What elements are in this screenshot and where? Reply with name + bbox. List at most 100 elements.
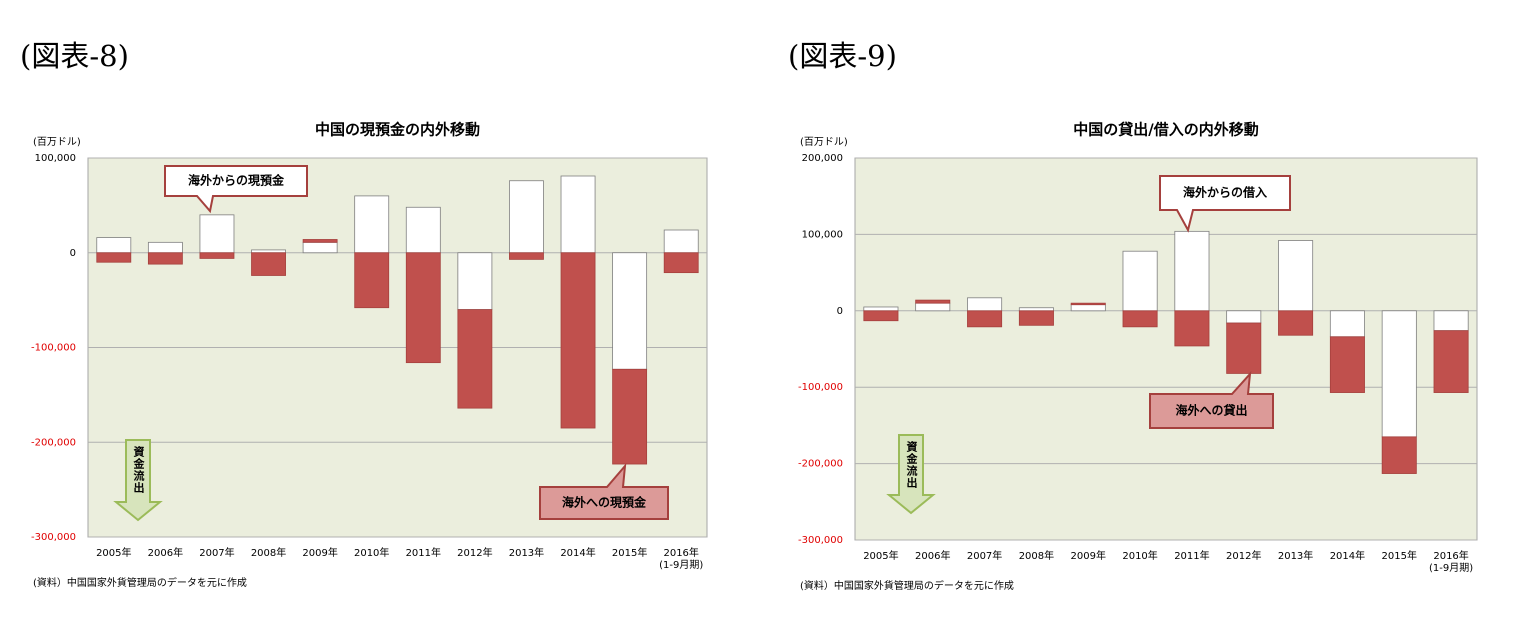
- x-tick-label: 2010年: [354, 546, 389, 559]
- bar-segment: [560, 252, 596, 429]
- callout-label: 海外への現預金: [562, 495, 647, 510]
- bar-segment: [457, 309, 493, 409]
- arrow-label: 資金流出: [132, 445, 146, 494]
- y-tick-label: 0: [837, 306, 843, 317]
- arrow-label: 資金流出: [905, 440, 919, 489]
- y-tick-label: -300,000: [798, 535, 843, 546]
- bar-segment: [612, 368, 648, 465]
- bar-segment: [560, 175, 596, 254]
- chart-title: 中国の貸出/借入の内外移動: [1073, 121, 1258, 139]
- y-tick-label: 100,000: [35, 153, 76, 164]
- bar-segment: [863, 306, 899, 312]
- x-tick-label: 2006年: [915, 549, 950, 562]
- source: (資料）中国国家外貨管理局のデータを元に作成: [33, 576, 247, 589]
- callout: [164, 165, 308, 214]
- y-tick-label: -200,000: [798, 459, 843, 470]
- x-tick-label: 2006年: [148, 546, 183, 559]
- x-tick-label: 2016年: [1433, 549, 1468, 562]
- y-tick-label: 100,000: [802, 229, 843, 240]
- outflow-arrow: [113, 439, 163, 522]
- chart-title: 中国の現預金の内外移動: [315, 121, 480, 139]
- heading: (図表-9): [788, 39, 897, 73]
- bar-segment: [1381, 436, 1417, 474]
- x-tick-label: 2005年: [96, 546, 131, 559]
- bar-segment: [405, 252, 441, 364]
- bar-segment: [967, 297, 1003, 312]
- bar-segment: [663, 252, 699, 274]
- bar-segment: [1278, 240, 1314, 312]
- x-tick-label: 2014年: [560, 546, 595, 559]
- x-tick-label: 2015年: [612, 546, 647, 559]
- bar-segment: [1226, 322, 1262, 374]
- bar-segment: [1018, 310, 1054, 326]
- heading: (図表-8): [20, 39, 129, 73]
- callout-label: 海外からの現預金: [188, 173, 285, 188]
- bar-segment: [1070, 304, 1106, 312]
- x-tick-label: 2010年: [1122, 549, 1157, 562]
- x-tick-label: 2013年: [1278, 549, 1313, 562]
- bar-segment: [509, 252, 544, 260]
- bar-segment: [302, 241, 338, 254]
- bar-segment: [1018, 307, 1054, 312]
- y-tick-label: 200,000: [802, 153, 843, 164]
- bar-segment: [915, 299, 951, 304]
- plot-area: [854, 157, 1478, 541]
- bar-segment: [354, 252, 390, 309]
- bar-segment: [1329, 310, 1365, 338]
- bar-segment: [302, 239, 338, 243]
- bar-segment: [147, 252, 183, 265]
- y-tick-label: -100,000: [31, 343, 76, 354]
- outflow-arrow: [886, 434, 936, 515]
- x-tick-label: 2008年: [251, 546, 286, 559]
- x-tick-label: 2008年: [1019, 549, 1054, 562]
- bar-segment: [1174, 310, 1210, 347]
- bar-segment: [1381, 310, 1417, 438]
- bar-segment: [663, 229, 699, 254]
- x-tick-note: (1-9月期): [659, 559, 703, 571]
- bar-segment: [96, 237, 132, 254]
- x-tick-label: 2016年: [663, 546, 698, 559]
- bar-segment: [863, 310, 899, 322]
- bar-segment: [199, 214, 235, 254]
- bar-segment: [1122, 310, 1158, 328]
- x-tick-label: 2009年: [1071, 549, 1106, 562]
- x-tick-label: 2011年: [1174, 549, 1209, 562]
- x-tick-label: 2007年: [967, 549, 1002, 562]
- y-tick-label: -200,000: [31, 437, 76, 448]
- x-tick-label: 2014年: [1330, 549, 1365, 562]
- bar-segment: [967, 310, 1003, 328]
- bar-segment: [612, 252, 648, 370]
- y-unit: (百万ドル): [800, 136, 848, 148]
- bar-segment: [915, 302, 951, 312]
- y-tick-label: -300,000: [31, 532, 76, 543]
- bar-segment: [457, 252, 493, 310]
- bar-segment: [1278, 310, 1314, 336]
- source: (資料）中国国家外貨管理局のデータを元に作成: [800, 579, 1014, 592]
- x-tick-label: 2012年: [1226, 549, 1261, 562]
- bar-segment: [354, 195, 390, 254]
- x-tick-label: 2012年: [457, 546, 492, 559]
- bar-segment: [405, 206, 441, 254]
- bar-segment: [1070, 302, 1106, 306]
- callout: [1159, 175, 1291, 233]
- bar-segment: [199, 252, 235, 259]
- bar-segment: [251, 252, 286, 276]
- bar-segment: [147, 241, 183, 254]
- x-tick-label: 2011年: [406, 546, 441, 559]
- y-unit: (百万ドル): [33, 136, 81, 148]
- bar-segment: [1122, 250, 1158, 312]
- bar-segment: [1174, 230, 1210, 312]
- x-tick-label: 2013年: [509, 546, 544, 559]
- x-tick-label: 2005年: [863, 549, 898, 562]
- x-tick-label: 2009年: [302, 546, 337, 559]
- bar-segment: [1433, 330, 1469, 393]
- callout: [539, 462, 669, 520]
- bar-segment: [1226, 310, 1262, 324]
- callout-label: 海外からの借入: [1183, 185, 1267, 200]
- x-tick-label: 2015年: [1382, 549, 1417, 562]
- bar-segment: [251, 249, 286, 254]
- bar-segment: [1329, 336, 1365, 393]
- callout: [1149, 371, 1274, 429]
- callout-label: 海外への貸出: [1175, 403, 1247, 418]
